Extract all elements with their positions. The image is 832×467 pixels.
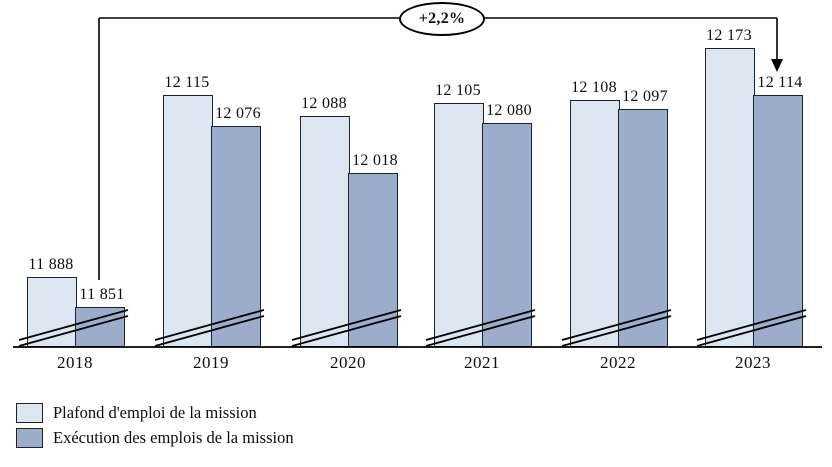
x-axis-label-2018: 2018 bbox=[57, 353, 93, 372]
bar-value-label-execution-2022: 12 097 bbox=[622, 88, 668, 105]
bar-value-label-plafond-2018: 11 888 bbox=[28, 256, 74, 273]
x-axis-label-2019: 2019 bbox=[193, 353, 229, 372]
legend-item-plafond: Plafond d'emploi de la mission bbox=[16, 402, 294, 423]
bar-value-label-plafond-2019: 12 115 bbox=[164, 74, 210, 91]
bar-execution-2021 bbox=[482, 123, 532, 347]
x-axis-label-2022: 2022 bbox=[600, 353, 636, 372]
x-axis-label-2020: 2020 bbox=[330, 353, 366, 372]
legend-swatch-plafond bbox=[16, 402, 43, 423]
annotation-label: +2,2% bbox=[418, 10, 466, 27]
bar-plafond-2019 bbox=[163, 95, 213, 347]
arrow-down-icon bbox=[771, 59, 783, 72]
bar-value-label-plafond-2023: 12 173 bbox=[706, 27, 752, 44]
bar-value-label-plafond-2020: 12 088 bbox=[301, 95, 347, 112]
legend-label-execution: Exécution des emplois de la mission bbox=[53, 427, 294, 447]
bar-value-label-plafond-2022: 12 108 bbox=[571, 79, 617, 96]
bar-plafond-2023 bbox=[705, 48, 755, 347]
bar-value-label-execution-2023: 12 114 bbox=[757, 74, 803, 91]
bar-execution-2022 bbox=[618, 109, 668, 347]
legend-item-execution: Exécution des emplois de la mission bbox=[16, 427, 294, 448]
bar-execution-2018 bbox=[75, 307, 125, 347]
legend-swatch-execution bbox=[16, 427, 43, 448]
bar-plafond-2021 bbox=[434, 103, 484, 347]
bar-plafond-2022 bbox=[570, 100, 620, 347]
bar-value-label-execution-2020: 12 018 bbox=[352, 152, 398, 169]
legend-label-plafond: Plafond d'emploi de la mission bbox=[53, 402, 257, 422]
bar-value-label-execution-2019: 12 076 bbox=[215, 105, 261, 122]
bar-plafond-2020 bbox=[300, 116, 350, 347]
bar-execution-2019 bbox=[211, 126, 261, 347]
bar-value-label-execution-2018: 11 851 bbox=[79, 286, 125, 303]
bar-plafond-2018 bbox=[27, 277, 77, 347]
bar-value-label-plafond-2021: 12 105 bbox=[435, 82, 481, 99]
legend: Plafond d'emploi de la mission Exécution… bbox=[16, 402, 294, 452]
x-axis-label-2021: 2021 bbox=[464, 353, 500, 372]
annotation-badge: +2,2% bbox=[399, 2, 485, 36]
bar-value-label-execution-2021: 12 080 bbox=[486, 102, 532, 119]
x-axis-label-2023: 2023 bbox=[735, 353, 771, 372]
bar-execution-2023 bbox=[753, 95, 803, 347]
bar-execution-2020 bbox=[348, 173, 398, 347]
